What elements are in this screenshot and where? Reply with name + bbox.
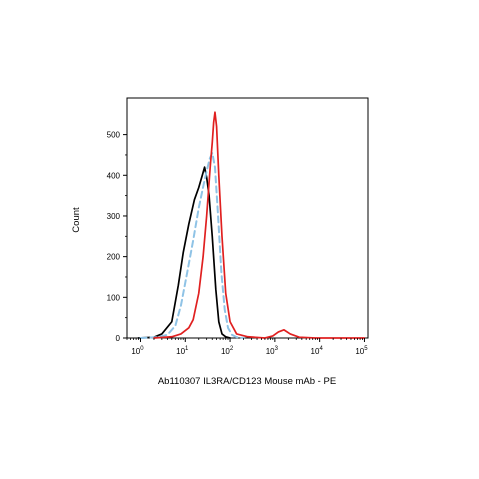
plot-frame xyxy=(126,97,369,339)
y-tick-label: 300 xyxy=(107,212,121,221)
series-layer xyxy=(137,111,366,339)
x-tick-label: 104 xyxy=(311,346,324,356)
x-axis: 100 101 102 103 104 105 xyxy=(126,338,368,356)
histogram-series-1-line xyxy=(137,166,231,339)
histogram-series-2-line xyxy=(139,151,245,339)
x-tick-label: 100 xyxy=(131,346,144,356)
y-tick-label: 200 xyxy=(107,253,121,262)
y-axis: 0 100 200 300 400 500 xyxy=(107,131,127,343)
histogram-series-3-line xyxy=(153,111,366,339)
x-tick-label: 103 xyxy=(266,346,279,356)
y-tick-label: 400 xyxy=(107,171,121,180)
y-tick-label: 500 xyxy=(107,131,121,140)
x-tick-label: 105 xyxy=(355,346,368,356)
y-tick-label: 0 xyxy=(116,334,121,343)
y-tick-label: 100 xyxy=(107,293,121,302)
x-axis-title: Ab110307 IL3RA/CD123 Mouse mAb - PE xyxy=(158,376,336,387)
y-axis-title: Count xyxy=(71,207,82,233)
x-tick-label: 101 xyxy=(176,346,189,356)
x-tick-label: 102 xyxy=(221,346,234,356)
